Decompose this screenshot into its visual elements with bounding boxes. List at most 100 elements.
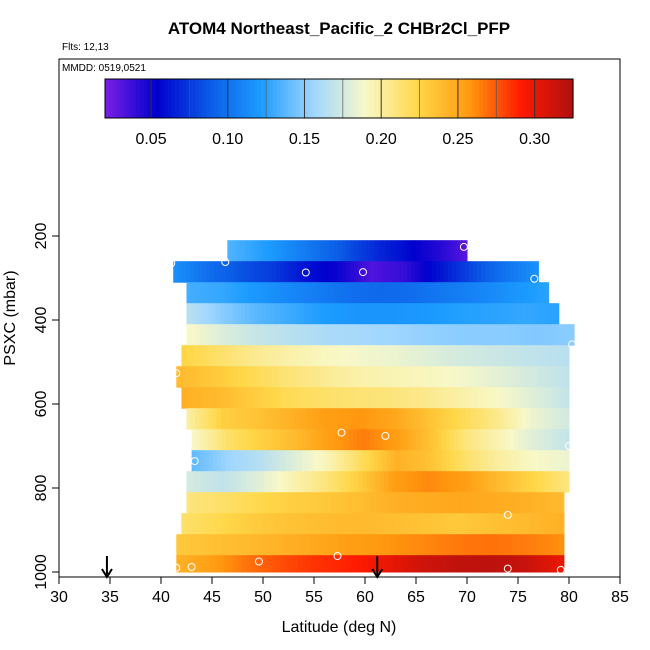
heatmap-cell	[185, 366, 191, 388]
heatmap-cell	[328, 471, 334, 493]
heatmap-cell	[387, 303, 392, 325]
heatmap-cell	[247, 261, 252, 283]
heatmap-cell	[521, 492, 527, 514]
dates-label: MMDD: 0519,0521	[62, 63, 146, 74]
heatmap-cell	[546, 555, 552, 573]
heatmap-cell	[525, 345, 531, 367]
heatmap-cell	[190, 513, 195, 535]
heatmap-cell	[543, 471, 549, 493]
heatmap-cell	[274, 303, 280, 325]
heatmap-cell	[466, 492, 472, 514]
heatmap-cell	[547, 324, 553, 346]
heatmap-cell	[508, 471, 514, 493]
heatmap-cell	[414, 408, 420, 430]
heatmap-cell	[493, 366, 499, 388]
heatmap-cell	[203, 471, 209, 493]
heatmap-cell	[479, 492, 484, 514]
heatmap-cell	[374, 303, 380, 325]
colorbar-step	[155, 79, 161, 118]
sample-point	[172, 369, 181, 378]
heatmap-cell	[259, 282, 265, 304]
colorbar-step	[319, 79, 324, 118]
heatmap-cell	[504, 324, 510, 346]
heatmap-cell	[327, 429, 333, 451]
colorbar-step	[530, 79, 535, 118]
heatmap-cell	[373, 387, 378, 409]
heatmap-cell	[385, 534, 391, 556]
heatmap-cell	[415, 492, 421, 514]
heatmap-cell	[559, 534, 565, 556]
heatmap-cell	[317, 492, 323, 514]
heatmap-cell	[180, 555, 186, 573]
heatmap-cell	[210, 282, 216, 304]
heatmap-cell	[237, 492, 243, 514]
heatmap-cell	[382, 261, 388, 283]
heatmap-cell	[410, 282, 415, 304]
heatmap-cell	[316, 240, 320, 262]
heatmap-cell	[516, 303, 522, 325]
heatmap-cell	[356, 450, 362, 472]
heatmap-cell	[368, 387, 374, 409]
heatmap-cell	[311, 471, 316, 493]
heatmap-cell	[474, 408, 480, 430]
heatmap-cell	[250, 492, 255, 514]
heatmap-cell	[556, 408, 561, 430]
heatmap-cell	[345, 282, 350, 304]
heatmap-cell	[404, 303, 409, 325]
heatmap-cell	[401, 471, 407, 493]
heatmap-cell	[479, 450, 485, 472]
heatmap-cell	[288, 492, 294, 514]
heatmap-cell	[392, 366, 398, 388]
heatmap-cell	[446, 450, 451, 472]
heatmap-cell	[352, 450, 358, 472]
heatmap-cell	[533, 303, 539, 325]
heatmap-cell	[534, 408, 540, 430]
heatmap-cell	[186, 492, 192, 514]
heatmap-cell	[211, 555, 216, 573]
heatmap-cell	[409, 408, 415, 430]
sample-point	[459, 242, 468, 251]
heatmap-cell	[228, 534, 234, 556]
heatmap-cell	[539, 324, 545, 346]
colorbar-step	[323, 79, 328, 118]
heatmap-cell	[202, 282, 208, 304]
y-tick-label: 800	[33, 475, 50, 502]
heatmap-cell	[291, 324, 296, 346]
heatmap-cell	[280, 450, 286, 472]
heatmap-cell	[348, 429, 354, 451]
heatmap-cell	[315, 534, 321, 556]
heatmap-cell	[529, 303, 535, 325]
colorbar-step	[448, 79, 453, 118]
heatmap-cell	[247, 324, 253, 346]
heatmap-cell	[214, 282, 220, 304]
heatmap-cell	[232, 303, 238, 325]
x-tick-label: 65	[407, 589, 425, 606]
heatmap-cell	[320, 345, 326, 367]
heatmap-cell	[321, 366, 327, 388]
heatmap-cell	[428, 555, 434, 573]
heatmap-cell	[356, 324, 362, 346]
heatmap-cell	[324, 408, 329, 430]
heatmap-cell	[224, 387, 230, 409]
heatmap-cell	[322, 492, 327, 514]
heatmap-cell	[487, 282, 493, 304]
heatmap-cell	[302, 471, 308, 493]
heatmap-cell	[489, 366, 495, 388]
heatmap-cell	[286, 240, 290, 262]
heatmap-cell	[394, 282, 399, 304]
colorbar-step	[132, 79, 137, 118]
heatmap-cell	[237, 534, 243, 556]
heatmap-cell	[345, 408, 351, 430]
heatmap-cell	[476, 261, 482, 283]
heatmap-cell	[263, 450, 269, 472]
heatmap-cell	[219, 303, 225, 325]
heatmap-cell	[394, 492, 400, 514]
heatmap-cell	[502, 555, 508, 573]
heatmap-cell	[293, 555, 299, 573]
heatmap-cell	[235, 282, 240, 304]
colorbar-step	[175, 79, 180, 118]
heatmap-cell	[452, 471, 458, 493]
heatmap-cell	[330, 324, 336, 346]
colorbar-step	[163, 79, 168, 118]
heatmap-cell	[533, 366, 539, 388]
